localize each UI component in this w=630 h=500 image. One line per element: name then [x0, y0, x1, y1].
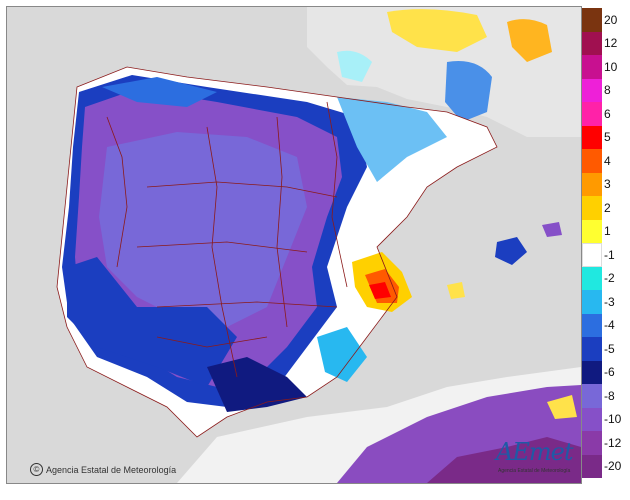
region-border-2 — [136, 241, 308, 253]
southeast-light-blue — [317, 327, 367, 382]
temperature-anomaly-map — [6, 6, 582, 484]
legend-item: -12 — [582, 431, 630, 455]
legend-label: 8 — [604, 83, 611, 98]
cold-zone-violet — [99, 132, 307, 327]
legend-label: 1 — [604, 224, 611, 239]
legend-item: 12 — [582, 31, 630, 55]
legend-label: 20 — [604, 12, 618, 27]
copyright-icon: © — [30, 463, 43, 476]
legend-item: -20 — [582, 454, 630, 478]
legend-label: -3 — [604, 294, 615, 309]
legend-label: -10 — [604, 412, 622, 427]
legend-swatch — [582, 313, 602, 337]
legend-swatch — [582, 172, 602, 196]
legend-item: 10 — [582, 55, 630, 79]
southwest-blue — [67, 257, 237, 387]
northeast-light-blue — [337, 97, 447, 182]
legend-label: 4 — [604, 153, 611, 168]
portugal-border — [106, 116, 128, 268]
legend-label: -1 — [604, 247, 615, 262]
legend-label: -6 — [604, 365, 615, 380]
iberia-coastline — [56, 66, 498, 438]
legend-item: 8 — [582, 78, 630, 102]
legend-item: -10 — [582, 407, 630, 431]
legend-swatch — [582, 149, 602, 173]
legend-swatch — [582, 290, 602, 314]
legend-label: 10 — [604, 59, 618, 74]
legend-swatch — [582, 337, 602, 361]
legend-label: 5 — [604, 130, 611, 145]
legend-label: 3 — [604, 177, 611, 192]
legend-label: -20 — [604, 459, 622, 474]
legend-label: -2 — [604, 271, 615, 286]
region-borders — [56, 66, 498, 438]
logo-subtitle: Agencia Estatal de Meteorología — [498, 468, 571, 474]
legend-item: 1 — [582, 219, 630, 243]
region-border-3 — [156, 301, 338, 308]
legend-swatch — [582, 102, 602, 126]
region-border-6 — [326, 101, 348, 288]
legend-swatch — [582, 407, 602, 431]
ibiza-island — [447, 282, 465, 299]
region-border-4 — [206, 126, 238, 378]
legend-label: 12 — [604, 36, 618, 51]
legend-swatch — [582, 243, 602, 267]
legend-label: -8 — [604, 388, 615, 403]
aemet-logo: AEmet Agencia Estatal de Meteorología — [496, 438, 576, 480]
legend-item: -5 — [582, 337, 630, 361]
legend-item: 6 — [582, 102, 630, 126]
legend-swatch — [582, 125, 602, 149]
legend-item: 2 — [582, 196, 630, 220]
legend-label: -4 — [604, 318, 615, 333]
legend-item: -1 — [582, 243, 630, 267]
legend-swatch — [582, 55, 602, 79]
color-scale-legend: 20 12 10 8 6 5 4 3 2 1 -1 -2 -3 -4 -5 -6 -8 -10 -12 -20 — [582, 8, 630, 478]
legend-item: -4 — [582, 313, 630, 337]
anomaly-patch-orange-north — [507, 19, 552, 63]
region-border-7 — [156, 336, 268, 348]
logo-wordmark: AEmet — [496, 438, 573, 466]
legend-item: 4 — [582, 149, 630, 173]
legend-label: 6 — [604, 106, 611, 121]
legend-label: -12 — [604, 435, 622, 450]
anomaly-patch-cyan-north — [337, 50, 372, 82]
map-canvas — [7, 7, 581, 483]
legend-swatch — [582, 384, 602, 408]
anomaly-patch-blue-pyrenees — [445, 61, 492, 122]
legend-swatch — [582, 431, 602, 455]
africa-extreme-cold — [427, 437, 581, 483]
legend-swatch — [582, 360, 602, 384]
legend-swatch — [582, 8, 602, 32]
africa-warm-patch — [547, 395, 577, 419]
copyright-text: Agencia Estatal de Meteorología — [46, 465, 177, 475]
legend-swatch — [582, 266, 602, 290]
legend-item: -2 — [582, 266, 630, 290]
south-coast-dark-blue — [207, 357, 307, 412]
menorca-island — [542, 222, 562, 237]
legend-item: 20 — [582, 8, 630, 32]
legend-item: -3 — [582, 290, 630, 314]
anomaly-patch-yellow-north — [387, 9, 487, 53]
legend-item: 5 — [582, 125, 630, 149]
legend-swatch — [582, 219, 602, 243]
legend-item: -8 — [582, 384, 630, 408]
legend-label: 2 — [604, 200, 611, 215]
valencia-red-anomaly — [369, 282, 391, 299]
legend-swatch — [582, 31, 602, 55]
legend-label: -5 — [604, 341, 615, 356]
region-border-1 — [146, 181, 338, 198]
mallorca-island — [495, 237, 527, 265]
legend-swatch — [582, 78, 602, 102]
north-coast-blue — [102, 77, 217, 107]
legend-item: -6 — [582, 360, 630, 384]
region-border-5 — [276, 116, 288, 328]
legend-swatch — [582, 196, 602, 220]
legend-swatch — [582, 454, 602, 478]
legend-item: 3 — [582, 172, 630, 196]
